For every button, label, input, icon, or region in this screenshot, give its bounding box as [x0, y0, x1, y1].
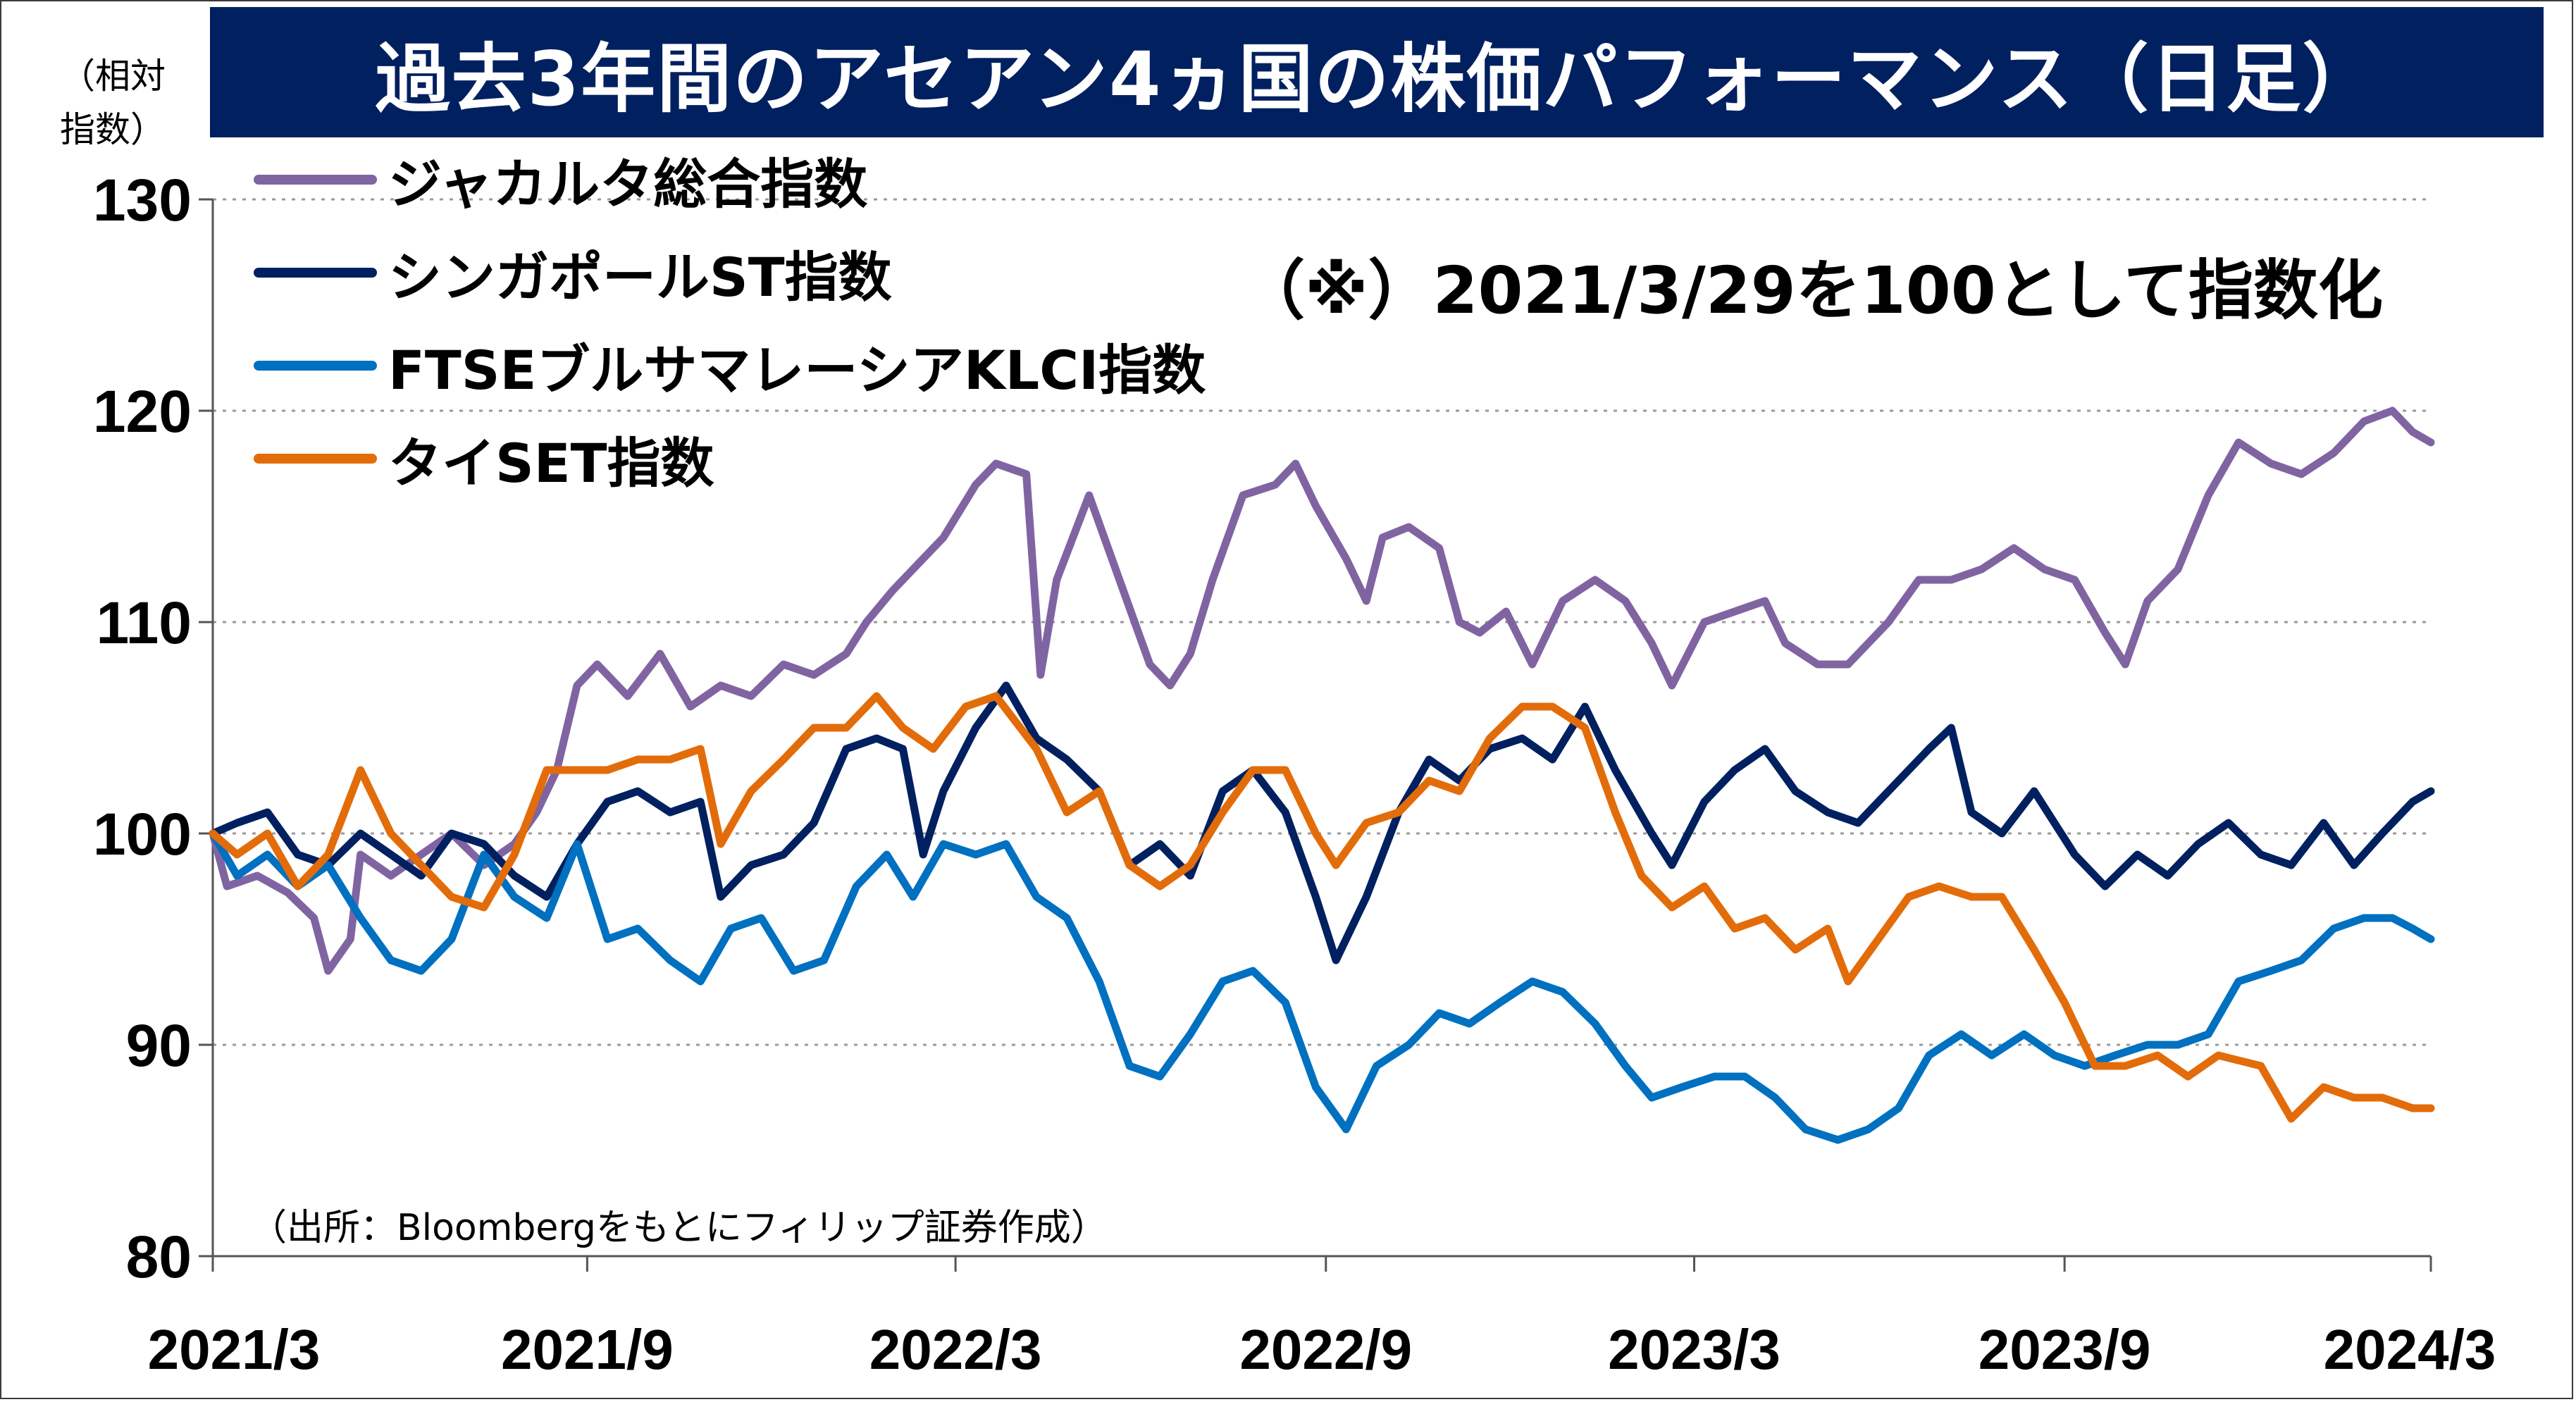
x-tick-label-5: 2023/9: [1979, 1318, 2151, 1381]
y-tick-label-110: 110: [96, 590, 192, 656]
x-tick-label-3: 2022/9: [1239, 1318, 1412, 1381]
index-note: （※）2021/3/29を100として指数化: [1240, 253, 2384, 328]
title-bar: 過去3年間のアセアン4ヵ国の株価パフォーマンス（日足）: [210, 7, 2544, 137]
legend-swatch-thailand: [254, 454, 377, 464]
legend-swatch-jakarta: [254, 175, 377, 185]
x-tick-label-4: 2023/3: [1608, 1318, 1781, 1381]
legend-label-jakarta: ジャカルタ総合指数: [388, 153, 868, 216]
source-note: （出所：Bloombergをもとにフィリップ証券作成）: [250, 1207, 1108, 1249]
legend-label-malaysia: FTSEブルサマレーシアKLCI指数: [388, 339, 1206, 402]
legend-item-thailand: タイSET指数: [254, 420, 714, 497]
series-line-2: [209, 829, 2435, 1144]
y-tick-label-90: 90: [126, 1012, 192, 1079]
legend-swatch-malaysia: [254, 361, 377, 371]
y-unit-line-2: 指数）: [60, 109, 166, 150]
series-lines: [209, 407, 2435, 1144]
x-tick-label-2: 2022/3: [869, 1318, 1042, 1381]
legend-item-malaysia: FTSEブルサマレーシアKLCI指数: [254, 327, 1206, 404]
y-tick-label-80: 80: [126, 1224, 192, 1290]
series-line-1: [209, 681, 2435, 964]
x-tick-label-6: 2024/3: [2324, 1318, 2496, 1381]
legend-swatch-singapore: [254, 268, 377, 278]
legend-item-jakarta: ジャカルタ総合指数: [254, 141, 867, 218]
axes: [199, 198, 2432, 1272]
legend-item-singapore: シンガポールST指数: [254, 234, 892, 311]
tick-labels: 80 90 100 110 120 130 2021/3 2021/9 2022/3 2022/9…: [93, 167, 2496, 1381]
y-tick-label-100: 100: [93, 801, 192, 867]
y-tick-label-130: 130: [93, 167, 192, 233]
series-line-3: [209, 692, 2435, 1123]
legend-label-singapore: シンガポールST指数: [388, 246, 892, 309]
x-tick-label-0: 2021/3: [148, 1318, 321, 1381]
series-line-0: [209, 407, 2435, 975]
chart-title: 過去3年間のアセアン4ヵ国の株価パフォーマンス（日足）: [375, 35, 2379, 123]
y-unit-label: （相対 指数）: [42, 49, 183, 156]
y-unit-line-1: （相対: [60, 56, 166, 97]
y-tick-label-120: 120: [93, 378, 192, 445]
x-tick-label-1: 2021/9: [501, 1318, 674, 1381]
legend-label-thailand: タイSET指数: [388, 432, 714, 495]
